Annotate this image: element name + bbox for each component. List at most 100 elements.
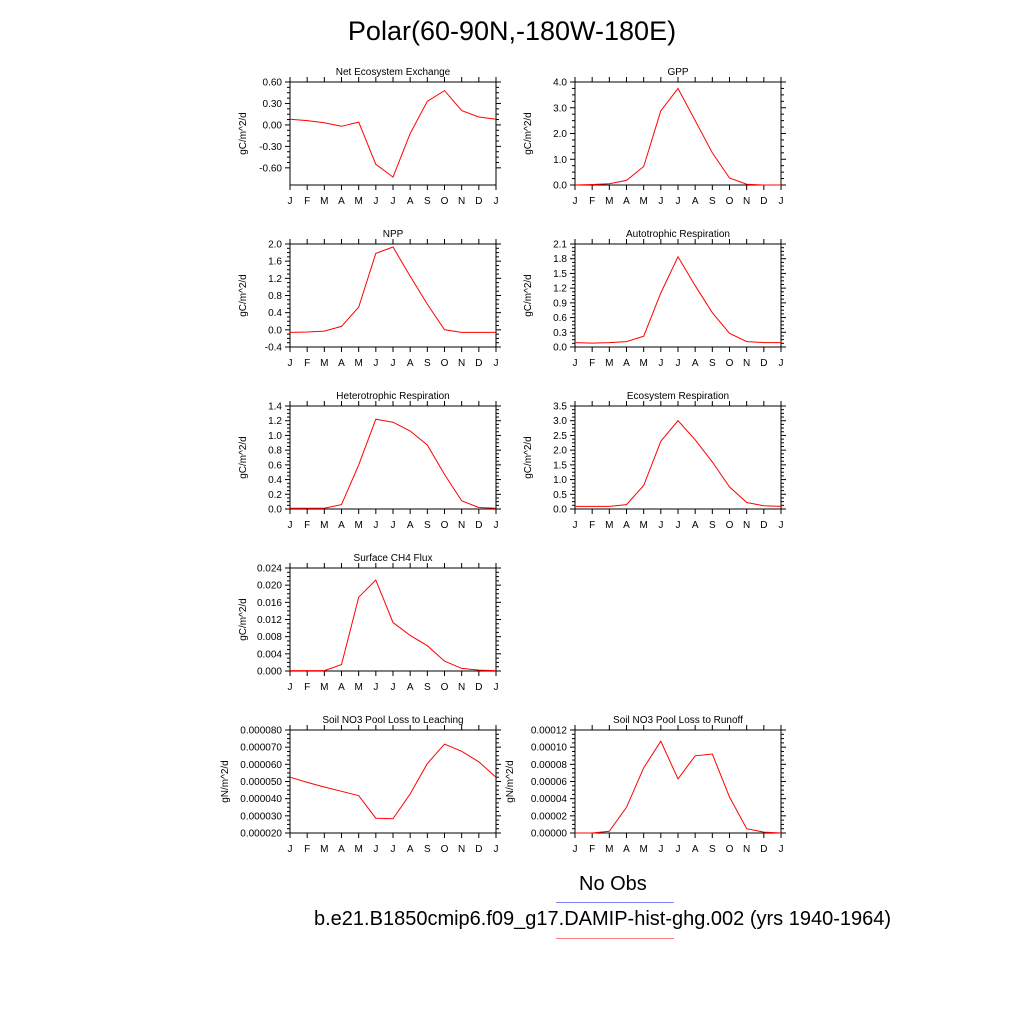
x-tick-label: J: [658, 844, 663, 855]
chart-hr: Heterotrophic Respiration gC/m^2/d 1.4 1.2 1…: [238, 391, 501, 531]
x-tick-label: J: [391, 520, 396, 531]
x-tick-label: J: [391, 358, 396, 369]
x-tick-label: J: [676, 358, 681, 369]
x-tick-label: J: [494, 844, 499, 855]
x-tick-label: M: [320, 844, 328, 855]
y-tick-label: 4.0: [553, 78, 567, 89]
y-tick-label: 0.4: [268, 475, 282, 486]
y-tick-label: 3.5: [553, 402, 567, 413]
y-tick-label: -0.4: [265, 343, 283, 354]
x-tick-label: J: [494, 682, 499, 693]
chart-title: GPP: [667, 67, 688, 78]
x-tick-label: M: [320, 358, 328, 369]
x-tick-label: O: [726, 358, 734, 369]
x-tick-label: J: [658, 520, 663, 531]
x-tick-label: J: [391, 844, 396, 855]
x-tick-label: A: [623, 358, 630, 369]
x-tick-label: D: [475, 682, 482, 693]
x-tick-label: M: [320, 196, 328, 207]
series-line: [574, 255, 781, 344]
y-tick-label: 0.30: [263, 99, 283, 110]
x-tick-label: D: [475, 358, 482, 369]
x-tick-label: O: [441, 520, 449, 531]
x-tick-label: A: [338, 358, 345, 369]
y-tick-label: 3.0: [553, 416, 567, 427]
y-tick-label: 1.6: [268, 257, 282, 268]
x-tick-label: J: [288, 358, 293, 369]
y-tick-label: 0.0: [268, 325, 282, 336]
chart-nee: Net Ecosystem Exchange gC/m^2/d 0.60 0.30 0.…: [238, 67, 501, 207]
y-axis-label: gC/m^2/d: [238, 598, 249, 641]
y-tick-label: 0.4: [268, 308, 282, 319]
y-tick-label: 0.6: [268, 460, 282, 471]
legend-label-model-run: b.e21.B1850cmip6.f09_g17.DAMIP-hist-ghg.…: [314, 908, 892, 930]
x-tick-label: A: [338, 844, 345, 855]
x-tick-label: M: [639, 196, 647, 207]
x-tick-label: S: [424, 520, 431, 531]
y-tick-label: 0.008: [257, 632, 282, 643]
x-tick-label: M: [354, 682, 362, 693]
x-tick-label: O: [441, 358, 449, 369]
y-tick-label: 0.024: [257, 564, 282, 575]
x-tick-label: J: [288, 520, 293, 531]
x-tick-label: J: [658, 196, 663, 207]
chart-title: Soil NO3 Pool Loss to Leaching: [322, 715, 463, 726]
y-axis-label: gC/m^2/d: [238, 436, 249, 479]
page-title: Polar(60-90N,-180W-180E): [347, 16, 677, 46]
y-tick-label: 0.000: [257, 667, 282, 678]
x-tick-label: M: [605, 196, 613, 207]
x-tick-label: N: [458, 196, 465, 207]
x-tick-label: F: [304, 196, 310, 207]
x-tick-label: J: [676, 520, 681, 531]
chart-title: Heterotrophic Respiration: [336, 391, 449, 402]
x-tick-label: J: [288, 844, 293, 855]
y-tick-label: 2.0: [553, 446, 567, 457]
series-line: [575, 740, 782, 834]
y-tick-label: 1.0: [268, 431, 282, 442]
x-tick-label: A: [338, 682, 345, 693]
x-tick-label: J: [676, 844, 681, 855]
x-tick-label: N: [743, 520, 750, 531]
x-tick-label: A: [407, 520, 414, 531]
y-tick-label: 0.0: [553, 505, 567, 516]
x-tick-label: J: [373, 358, 378, 369]
x-tick-label: S: [424, 196, 431, 207]
x-tick-label: A: [692, 196, 699, 207]
y-tick-label: 1.2: [268, 274, 282, 285]
chart-title: Autotrophic Respiration: [626, 229, 730, 240]
x-tick-label: M: [639, 520, 647, 531]
y-tick-label: 2.5: [553, 431, 567, 442]
x-tick-label: M: [354, 196, 362, 207]
y-tick-label: 0.60: [263, 78, 283, 89]
y-tick-label: 1.2: [268, 416, 282, 427]
y-tick-label: 0.8: [268, 291, 282, 302]
legend-line-model-run: [556, 938, 674, 939]
plot-frame: [289, 567, 497, 672]
chart-title: Soil NO3 Pool Loss to Runoff: [613, 715, 743, 726]
x-tick-label: D: [760, 844, 767, 855]
x-tick-label: J: [573, 358, 578, 369]
chart-title: Net Ecosystem Exchange: [336, 67, 451, 78]
x-tick-label: A: [407, 358, 414, 369]
x-tick-label: M: [354, 520, 362, 531]
x-tick-label: S: [424, 358, 431, 369]
x-tick-label: O: [726, 196, 734, 207]
y-tick-label: 0.00012: [531, 726, 568, 737]
x-tick-label: S: [709, 520, 716, 531]
y-tick-label: 0.00008: [531, 760, 568, 771]
x-tick-label: A: [623, 520, 630, 531]
x-tick-label: F: [304, 358, 310, 369]
x-tick-label: N: [458, 682, 465, 693]
x-tick-label: D: [760, 520, 767, 531]
y-tick-label: 2.1: [553, 240, 567, 251]
chart-title: Ecosystem Respiration: [627, 391, 729, 402]
series-line: [289, 246, 496, 333]
x-tick-label: D: [475, 196, 482, 207]
y-tick-label: 1.0: [553, 155, 567, 166]
y-tick-label: -0.60: [259, 163, 282, 174]
x-tick-label: A: [692, 844, 699, 855]
x-tick-label: A: [407, 844, 414, 855]
y-tick-label: 0.000060: [240, 760, 282, 771]
